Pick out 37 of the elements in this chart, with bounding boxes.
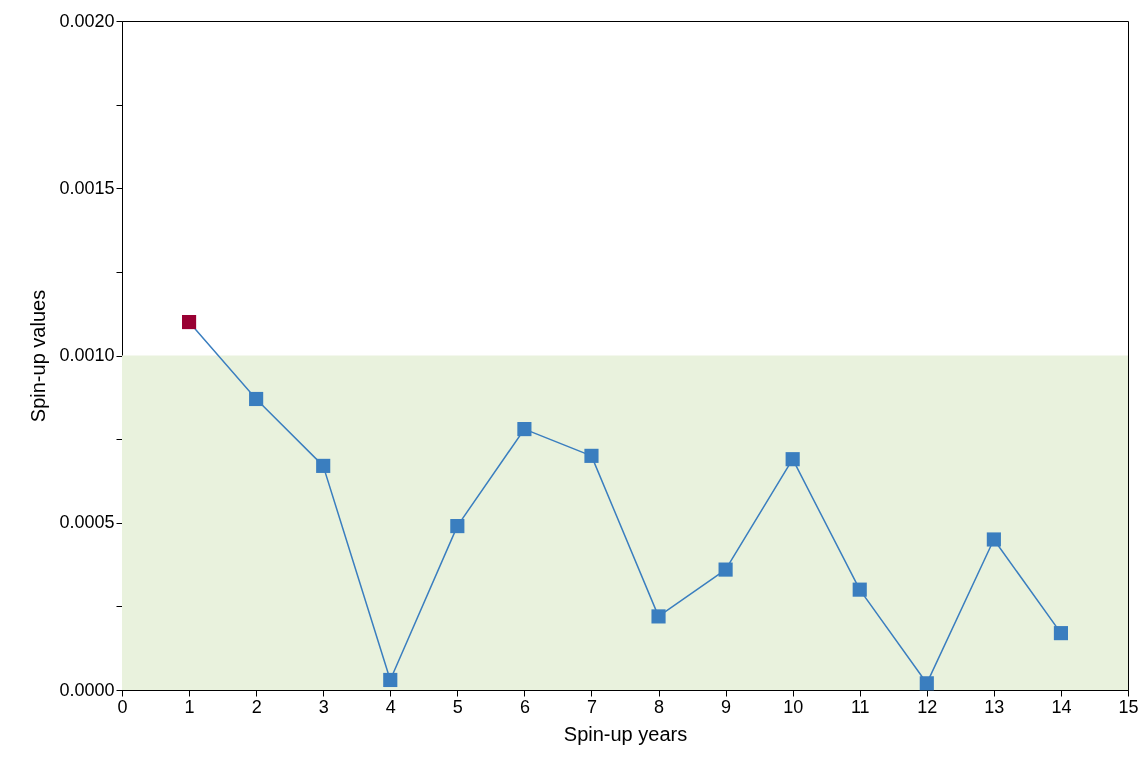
x-tick-label: 7 — [586, 696, 597, 717]
y-tick-label: 0.0010 — [59, 345, 115, 365]
y-tick-label: 0.0000 — [59, 679, 115, 700]
point — [383, 672, 398, 688]
y-tick-label: 0.0015 — [59, 177, 115, 198]
x-tick-label: 15 — [1118, 696, 1139, 717]
x-tick-label: 10 — [783, 696, 804, 717]
x-tick-label: 0 — [117, 696, 128, 717]
point — [785, 452, 800, 467]
x-tick-label: 8 — [654, 696, 665, 717]
point — [1053, 626, 1068, 641]
y-tick-label: 0.0020 — [59, 10, 115, 31]
point — [852, 582, 867, 597]
x-tick-label: 11 — [850, 696, 870, 717]
point — [651, 609, 666, 624]
point — [718, 562, 733, 577]
x-tick-label: 12 — [917, 696, 938, 717]
y-axis-title: Spin-up values — [27, 289, 50, 423]
x-axis-title: Spin-up years — [563, 722, 688, 745]
y-tick-label: 0.0005 — [59, 512, 115, 533]
x-tick-label: 3 — [318, 696, 329, 717]
point — [182, 314, 197, 330]
point — [249, 391, 264, 407]
point — [919, 676, 934, 691]
x-tick-label: 9 — [721, 696, 732, 717]
x-tick-label: 2 — [251, 696, 262, 717]
x-tick-label: 13 — [984, 696, 1005, 717]
x-tick-label: 1 — [184, 696, 195, 717]
x-tick-label: 4 — [385, 696, 396, 717]
point — [517, 422, 532, 437]
point — [986, 532, 1001, 547]
x-tick-label: 14 — [1051, 696, 1072, 717]
point — [316, 458, 331, 473]
x-tick-label: 5 — [452, 696, 463, 717]
point — [450, 519, 465, 534]
x-tick-label: 6 — [519, 696, 530, 717]
point — [584, 448, 599, 463]
